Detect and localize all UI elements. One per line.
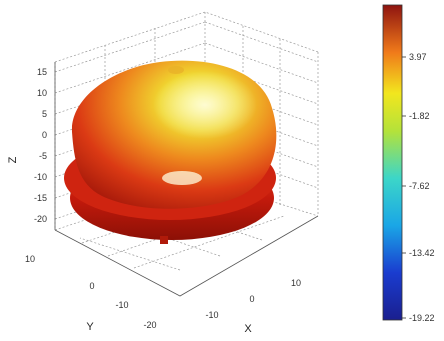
- x-tick: -10: [205, 310, 218, 320]
- colorbar-tick: -7.62: [409, 181, 430, 191]
- z-tick: -10: [34, 172, 47, 182]
- z-axis-label: Z: [7, 156, 19, 163]
- z-tick: -5: [39, 151, 47, 161]
- y-axis: 10 0 -10 -20 Y: [25, 254, 157, 333]
- z-tick: -20: [34, 214, 47, 224]
- colorbar-tick: 3.97: [409, 52, 427, 62]
- colorbar-tick: -19.22: [409, 313, 435, 323]
- z-tick: 5: [42, 109, 47, 119]
- surface-highlight: [153, 71, 257, 139]
- z-tick: 15: [37, 67, 47, 77]
- z-axis: 15 10 5 0 -5 -10 -15 -20 Z: [7, 67, 47, 224]
- z-tick: 0: [42, 130, 47, 140]
- y-axis-label: Y: [86, 321, 94, 333]
- x-axis: -10 0 10 X: [205, 278, 301, 335]
- y-tick: -10: [115, 300, 128, 310]
- colorbar: 3.97 -1.82 -7.62 -13.42 -19.22: [382, 4, 435, 323]
- colorbar-gradient: [382, 4, 403, 321]
- z-tick: 10: [37, 88, 47, 98]
- y-tick: 10: [25, 254, 35, 264]
- y-tick: 0: [89, 281, 94, 291]
- surface-blob: [64, 60, 277, 244]
- colorbar-tick: -1.82: [409, 111, 430, 121]
- x-tick: 0: [249, 294, 254, 304]
- x-axis-label: X: [244, 323, 252, 335]
- y-tick: -20: [143, 320, 156, 330]
- surface-top-dimple: [168, 66, 184, 74]
- surface-highlight-2: [162, 171, 202, 185]
- z-tick: -15: [34, 193, 47, 203]
- x-tick: 10: [291, 278, 301, 288]
- surface-stem: [160, 236, 168, 244]
- colorbar-tick: -13.42: [409, 248, 435, 258]
- axes-box-front: [54, 62, 319, 297]
